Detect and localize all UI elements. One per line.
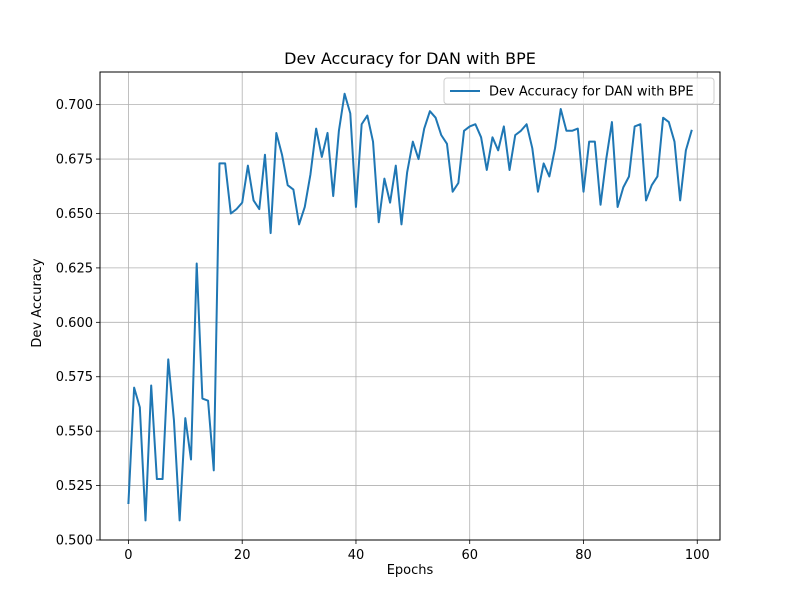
- x-ticks: 0 20 40 60 80 100: [124, 540, 710, 563]
- x-tick-label: 40: [348, 548, 365, 563]
- x-tick-label: 100: [685, 548, 710, 563]
- plot-frame: [99, 71, 721, 541]
- series-line-0: [127, 92, 693, 522]
- y-tick-label: 0.500: [56, 534, 93, 549]
- y-tick-label: 0.700: [56, 98, 93, 113]
- x-tick-label: 0: [124, 548, 132, 563]
- y-tick-label: 0.575: [56, 370, 93, 385]
- legend-label: Dev Accuracy for DAN with BPE: [489, 85, 694, 100]
- y-axis-title: Dev Accuracy: [30, 258, 45, 347]
- y-ticks: 0.500 0.525 0.550 0.575 0.600 0.625 0.650 0.675…: [56, 98, 100, 549]
- y-tick-label: 0.600: [56, 316, 93, 331]
- series-layer: [127, 92, 693, 522]
- y-tick-label: 0.675: [56, 153, 93, 168]
- x-axis-title: Epochs: [387, 563, 434, 578]
- chart-title: Dev Accuracy for DAN with BPE: [284, 49, 536, 68]
- x-tick-label: 80: [575, 548, 592, 563]
- x-tick-label: 60: [461, 548, 478, 563]
- y-tick-label: 0.550: [56, 425, 93, 440]
- y-tick-label: 0.625: [56, 261, 93, 276]
- y-tick-label: 0.650: [56, 207, 93, 222]
- y-tick-label: 0.525: [56, 479, 93, 494]
- x-tick-label: 20: [234, 548, 251, 563]
- legend-box: [443, 77, 715, 105]
- legend: Dev Accuracy for DAN with BPE: [443, 77, 715, 105]
